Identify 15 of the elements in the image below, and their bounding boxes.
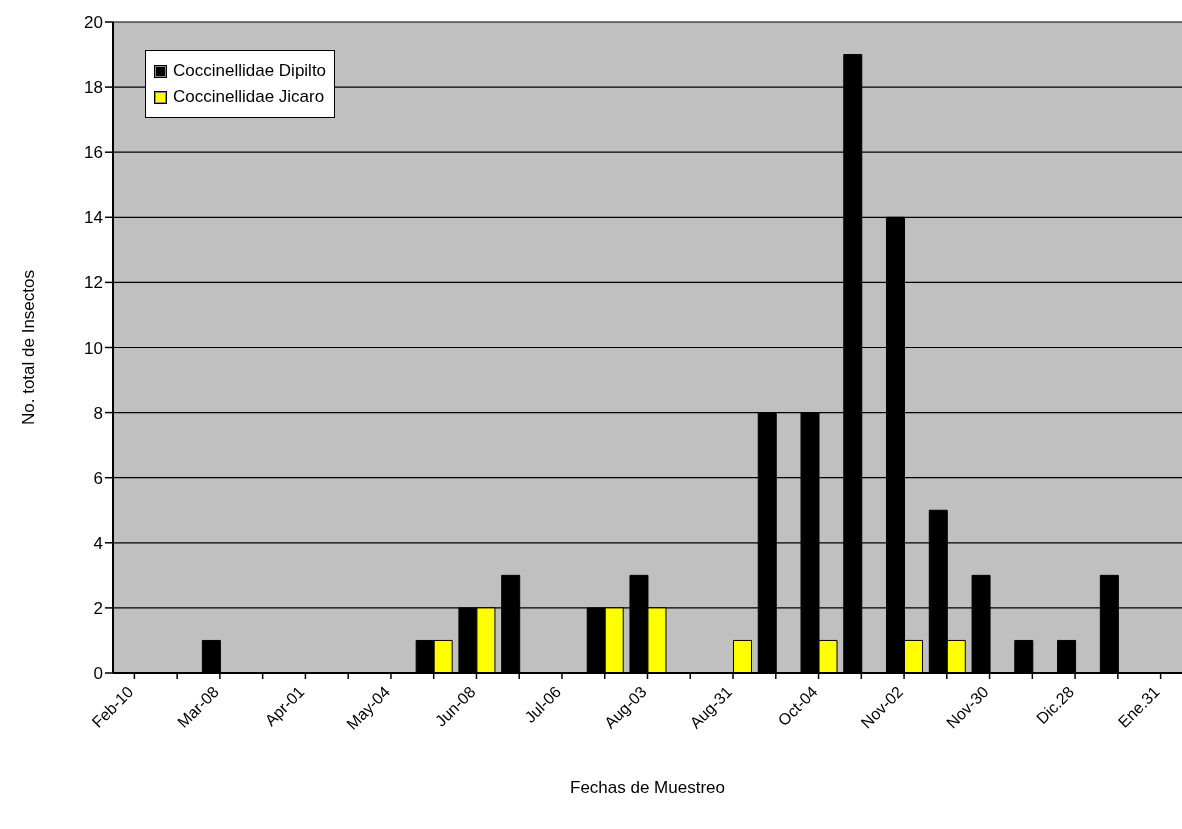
y-tick-label: 18 <box>84 78 103 98</box>
y-tick-label: 10 <box>84 338 103 358</box>
legend-label: Coccinellidae Dipilto <box>173 61 327 81</box>
y-tick-label: 2 <box>93 598 103 618</box>
y-axis-title: No. total de Insectos <box>19 270 39 425</box>
y-tick-label: 8 <box>93 403 103 423</box>
x-axis-title: Fechas de Muestreo <box>570 778 725 797</box>
y-tick-label: 4 <box>93 533 103 553</box>
y-tick-label: 0 <box>93 664 103 684</box>
y-tick-label: 20 <box>84 13 103 33</box>
y-tick-label: 14 <box>84 208 103 228</box>
y-tick-label: 12 <box>84 273 103 293</box>
y-tick-label: 16 <box>84 143 103 163</box>
legend-label: Coccinellidae Jicaro <box>173 87 325 107</box>
y-tick-label: 6 <box>93 468 103 488</box>
